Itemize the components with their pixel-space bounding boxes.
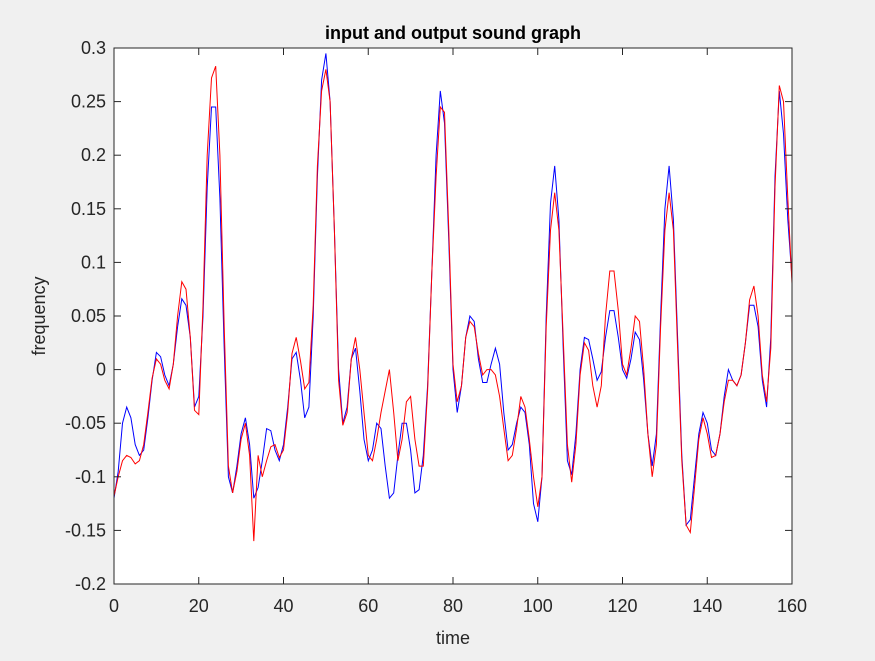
y-tick-label: -0.1 xyxy=(75,467,106,487)
x-tick-label: 0 xyxy=(109,596,119,616)
x-tick-label: 80 xyxy=(443,596,463,616)
x-tick-label: 20 xyxy=(189,596,209,616)
series-line-output xyxy=(113,66,793,542)
y-tick-label: 0 xyxy=(96,360,106,380)
x-tick-label: 40 xyxy=(273,596,293,616)
series-layer xyxy=(113,53,793,542)
y-tick-label: 0.25 xyxy=(71,92,106,112)
x-axis-label: time xyxy=(436,628,470,648)
x-tick-label: 100 xyxy=(523,596,553,616)
y-tick-label: 0.05 xyxy=(71,306,106,326)
y-tick-label: -0.05 xyxy=(65,413,106,433)
y-tick-label: -0.2 xyxy=(75,574,106,594)
x-tick-label: 60 xyxy=(358,596,378,616)
y-axis-label: frequency xyxy=(29,276,49,355)
x-tick-label: 140 xyxy=(692,596,722,616)
y-tick-label: 0.1 xyxy=(81,252,106,272)
y-tick-label: 0.15 xyxy=(71,199,106,219)
x-tick-label: 160 xyxy=(777,596,807,616)
y-tick-label: 0.3 xyxy=(81,38,106,58)
y-tick-label: 0.2 xyxy=(81,145,106,165)
y-tick-label: -0.15 xyxy=(65,520,106,540)
chart-title: input and output sound graph xyxy=(325,23,581,43)
x-tick-label: 120 xyxy=(607,596,637,616)
axis-ticks: 0 20 40 60 80 100 120 140 160 -0.2 -0.15 -0.1 -0.05 0… xyxy=(65,38,807,616)
plot-area xyxy=(114,48,792,584)
